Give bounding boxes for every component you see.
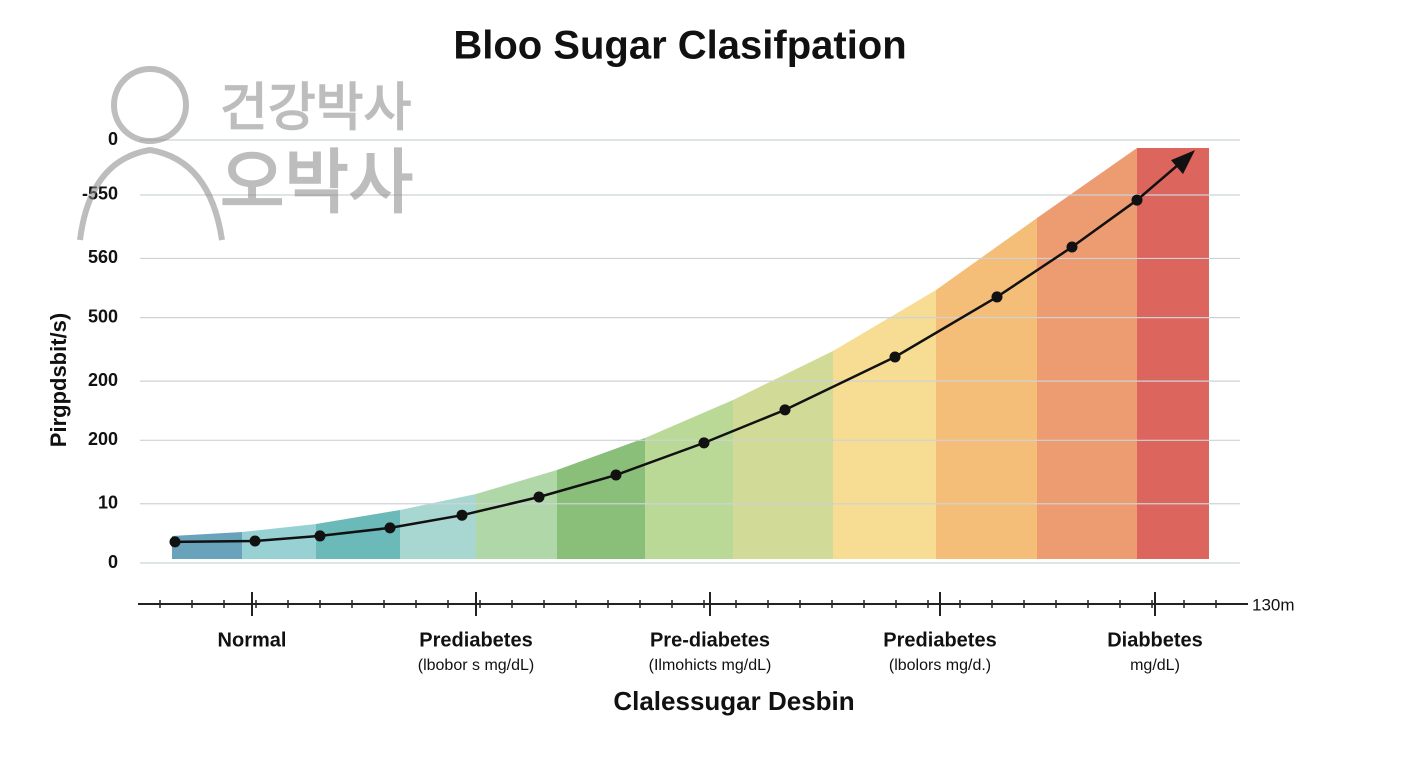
y-tick-label: 0 (108, 129, 118, 149)
color-band (242, 524, 316, 559)
color-band (557, 438, 645, 559)
category-label: Pre-diabetes (650, 629, 770, 651)
category-note: mg/dL) (1130, 657, 1180, 674)
color-band (733, 351, 833, 559)
color-band (936, 218, 1037, 559)
data-point (1131, 194, 1143, 206)
data-point (889, 351, 901, 363)
chart-title: Bloo Sugar Clasifpation (453, 24, 906, 68)
data-point (991, 291, 1003, 303)
category-note: (lbolors mg/d.) (889, 657, 991, 674)
y-tick-label: 200 (88, 370, 118, 390)
color-band (1137, 148, 1209, 559)
color-band (645, 400, 733, 559)
y-tick-label: 0 (108, 552, 118, 572)
trend-arrow (1136, 163, 1180, 202)
data-point (169, 536, 181, 548)
y-tick-label: 560 (88, 247, 118, 267)
x-axis-label: Clalessugar Desbin (613, 686, 854, 716)
y-axis-label: Pirgpdsbit/s) (46, 313, 71, 447)
color-band (833, 290, 936, 559)
category-label: Prediabetes (883, 629, 996, 651)
category-label: Diabbetes (1107, 629, 1203, 651)
category-note: (lbobor s mg/dL) (418, 657, 535, 674)
watermark-icon (111, 66, 189, 144)
data-point (314, 530, 326, 542)
color-band (400, 494, 476, 559)
y-tick-label: 500 (88, 306, 118, 326)
color-band (476, 470, 557, 559)
watermark-icon (77, 146, 225, 241)
data-point (249, 535, 261, 547)
watermark-text: 오박사 (220, 143, 413, 221)
data-point (610, 469, 622, 481)
color-band (316, 510, 400, 559)
color-band (1037, 148, 1137, 559)
data-point (779, 404, 791, 416)
category-label: Prediabetes (419, 629, 532, 651)
watermark-text: 건강박사 (220, 80, 412, 138)
data-point (1066, 241, 1078, 253)
y-tick-label: 10 (98, 493, 118, 513)
category-label: Normal (218, 629, 287, 651)
category-note: (Ilmohicts mg/dL) (649, 657, 772, 674)
data-point (698, 437, 710, 449)
color-band (172, 532, 242, 559)
data-point (384, 522, 396, 534)
x-end-label: 130m (1252, 595, 1295, 614)
data-point (533, 491, 545, 503)
data-point (456, 509, 468, 521)
y-tick-label: 200 (88, 429, 118, 449)
arrow-head (1171, 150, 1195, 175)
